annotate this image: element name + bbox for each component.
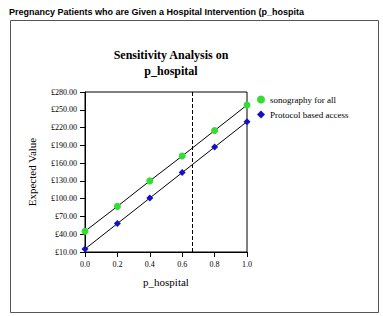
svg-text:0.2: 0.2 — [112, 260, 122, 269]
svg-text:£280.00: £280.00 — [51, 88, 77, 97]
svg-text:Sensitivity Analysis on: Sensitivity Analysis on — [114, 48, 229, 62]
svg-text:£250.00: £250.00 — [51, 105, 77, 114]
svg-text:0.8: 0.8 — [210, 260, 220, 269]
svg-text:sonography for all: sonography for all — [270, 95, 336, 105]
svg-text:0.0: 0.0 — [80, 260, 90, 269]
svg-text:£10.00: £10.00 — [55, 248, 77, 257]
svg-text:£100.00: £100.00 — [51, 194, 77, 203]
svg-text:1.0: 1.0 — [242, 260, 252, 269]
svg-text:Protocol based access: Protocol based access — [270, 110, 349, 120]
svg-text:0.4: 0.4 — [145, 260, 155, 269]
svg-text:0.6: 0.6 — [177, 260, 187, 269]
svg-text:p_hospital: p_hospital — [144, 64, 198, 78]
svg-text:£40.00: £40.00 — [55, 230, 77, 239]
svg-text:£160.00: £160.00 — [51, 159, 77, 168]
svg-text:p_hospital: p_hospital — [143, 276, 189, 288]
svg-text:£220.00: £220.00 — [51, 123, 77, 132]
svg-text:Pregnancy Patients who are Giv: Pregnancy Patients who are Given a Hospi… — [9, 7, 305, 17]
svg-text:Expected Value: Expected Value — [26, 138, 38, 207]
svg-text:£70.00: £70.00 — [55, 212, 77, 221]
svg-text:£130.00: £130.00 — [51, 176, 77, 185]
svg-text:£190.00: £190.00 — [51, 141, 77, 150]
